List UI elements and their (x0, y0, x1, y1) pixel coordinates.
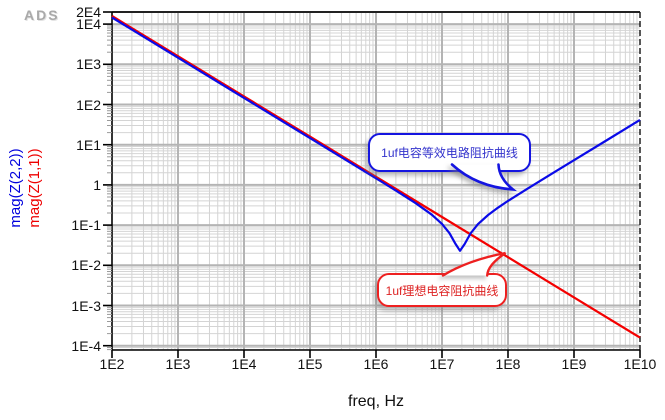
y-tick-label: 1E-3 (71, 297, 101, 314)
x-tick-label: 1E5 (297, 356, 323, 372)
y-tick-label: 1 (93, 176, 101, 193)
y-tick-label: 1E-1 (71, 217, 101, 234)
y-tick-label: 1E2 (76, 96, 101, 113)
series-equivalent-circuit (111, 16, 641, 252)
x-axis-title: freq, Hz (347, 393, 405, 410)
series-ideal-capacitor (111, 15, 641, 339)
x-tick-label: 1E2 (99, 356, 125, 372)
callout-equivalent-circuit-text: 1uf电容等效电路阻抗曲线 (381, 146, 518, 160)
callout-ideal-capacitor-text: 1uf理想电容阻抗曲线 (385, 283, 499, 298)
y-tick-label: 2E4 (76, 4, 101, 20)
ads-logo: ADS (24, 7, 60, 23)
y-tick-label: 1E4 (76, 16, 101, 33)
x-tick-label: 1E7 (429, 356, 455, 372)
x-tick-label: 1E3 (165, 356, 191, 372)
callout-equivalent-circuit[interactable]: 1uf电容等效电路阻抗曲线 (368, 133, 531, 172)
x-tick-label: 1E6 (363, 356, 389, 372)
x-tick-label: 1E4 (231, 356, 257, 372)
callout-ideal-capacitor[interactable]: 1uf理想电容阻抗曲线 (377, 273, 507, 307)
x-tick-label: 1E9 (561, 356, 587, 372)
x-tick-label: 1E10 (623, 356, 657, 372)
y-tick-label: 1E-2 (71, 257, 101, 274)
y-tick-label: 1E3 (76, 56, 101, 73)
y-tick-label: 1E1 (76, 136, 101, 153)
y-tick-label: 1E-4 (71, 337, 101, 354)
x-tick-label: 1E8 (495, 356, 521, 372)
